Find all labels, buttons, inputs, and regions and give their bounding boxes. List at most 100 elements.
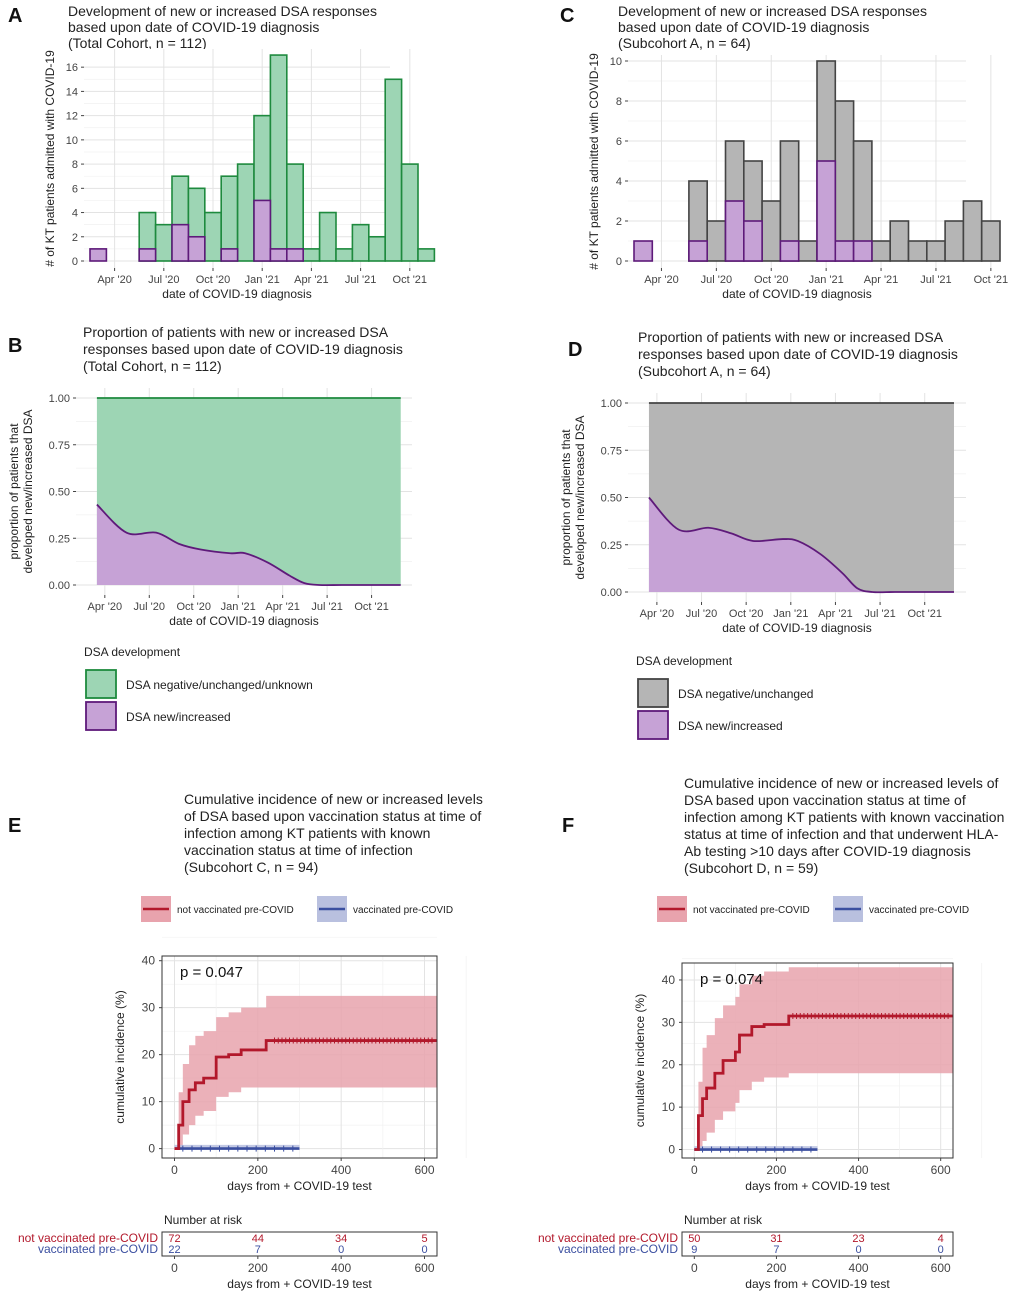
panel-A-header: A Development of new or increased DSA res… [8,3,377,51]
legend-swatch [637,710,669,740]
bar-new-increased [171,223,190,262]
risk-title: Number at risk [684,1213,763,1227]
tick-label-y: 6 [72,183,78,195]
risk-row-label: not vaccinated pre-COVID [18,1231,158,1245]
tick-label-x: Oct '21 [907,608,942,620]
bar-new-increased [138,248,157,262]
area-chart-B: 0.00 0.25 0.50 0.75 1.00 Apr '20 Jul '20 Oct '2… [7,388,412,628]
tick-label-x: 400 [849,1261,869,1275]
tick-label-x: Jan '21 [221,601,256,613]
legend-swatch [85,669,117,699]
risk-title: Number at risk [164,1213,243,1227]
bar-new-increased [852,240,873,262]
y-axis-label: proportion of patients that [7,423,21,560]
tick-label-x: 200 [766,1261,786,1275]
tick-label-y: 0 [72,256,78,268]
km-line-not-vaccinated [174,1039,437,1150]
tick-label-y: 10 [662,1100,676,1114]
tick-label-x: Jan '21 [773,608,808,620]
risk-row-label: not vaccinated pre-COVID [538,1231,678,1245]
tick-label-x: 600 [931,1163,951,1177]
panel-title-line: Proportion of patients with new or incre… [83,324,389,340]
tick-label-x: 600 [414,1261,434,1275]
legend-dsa-B: DSA development DSA negative/unchanged/un… [84,645,313,731]
tick-label-y: 0.50 [49,487,70,499]
tick-label-x: Oct '21 [354,601,389,613]
tick-label-x: Jul '21 [311,601,342,613]
y-axis-label: # of KT patients admitted with COVID-19 [43,50,57,267]
tick-label-y: 0 [616,256,622,268]
area-new-increased [648,497,954,593]
line-new-increased [96,503,401,587]
tick-label-x: Apr '20 [640,608,675,620]
tick-label-y: 30 [142,1001,156,1015]
panel-title-line: infection among KT patients with known v… [684,809,1004,825]
legend-vacc-E: not vaccinated pre-COVID vaccinated pre-C… [141,896,453,922]
bar-negative [706,220,727,262]
risk-count: 23 [852,1233,864,1245]
y-axis-label: cumulative incidence (%) [633,994,647,1127]
legend-title: DSA development [636,654,733,668]
tick-label-x: Jul '20 [134,601,165,613]
panel-title-line: (Total Cohort, n = 112) [83,358,222,374]
tick-label-y: 30 [662,1015,676,1029]
panel-title-line: Cumulative incidence of new or increased… [184,791,483,807]
panel-letter: C [560,5,574,27]
x-axis-label: days from + COVID-19 test [745,1277,890,1291]
panel-title-line: based upon date of COVID-19 diagnosis [618,19,869,35]
panel-F-header: F Cumulative incidence of new or increase… [562,775,1004,876]
risk-row-label: vaccinated pre-COVID [558,1242,678,1256]
risk-count: 0 [421,1244,427,1256]
tick-label-y: 10 [66,135,78,147]
area-new-increased [96,504,401,586]
tick-label-x: 600 [931,1261,951,1275]
panel-title-line: infection among KT patients with known [184,825,430,841]
legend-swatch [637,678,669,708]
tick-label-x: Jul '21 [920,274,951,286]
bar-negative [980,220,1001,262]
tick-label-y: 40 [142,954,156,968]
tick-label-y: 0.00 [49,580,70,592]
bar-negative [889,220,910,262]
bar-negative [417,248,436,262]
legend-label: not vaccinated pre-COVID [693,905,810,916]
tick-label-y: 6 [616,136,622,148]
tick-label-x: 400 [331,1261,351,1275]
tick-label-x: 0 [171,1163,178,1177]
area-chart-D: 0.00 0.25 0.50 0.75 1.00 Apr '20 Jul '20 Oct '2… [559,393,966,635]
bar-new-increased [285,248,304,262]
bar-chart-C: 0 2 4 6 8 10 Apr '20 Jul '20 Oct '20 Jan '21 Apr '… [587,53,1008,301]
risk-count: 7 [773,1244,779,1256]
tick-label-y: 10 [142,1095,156,1109]
tick-label-x: 400 [331,1163,351,1177]
bar-new-increased [253,199,272,262]
tick-label-y: 2 [72,232,78,244]
tick-label-y: 16 [66,62,78,74]
tick-label-x: Apr '21 [864,274,899,286]
tick-label-x: Oct '20 [176,601,211,613]
tick-label-x: Apr '20 [97,274,132,286]
legend-label: DSA new/increased [126,710,231,724]
panel-letter: E [8,815,21,837]
bar-negative [400,163,419,262]
tick-label-x: Apr '20 [644,274,679,286]
tick-label-y: 0.50 [601,493,622,505]
tick-label-x: Oct '20 [754,274,789,286]
tick-label-y: 8 [72,159,78,171]
panel-title-line: Proportion of patients with new or incre… [638,329,944,345]
tick-label-y: 0.75 [49,440,70,452]
panel-title-line: Development of new or increased DSA resp… [618,3,927,19]
legend-label: DSA new/increased [678,719,783,733]
bar-negative [351,223,370,262]
tick-label-x: Jul '20 [686,608,717,620]
tick-label-x: Oct '21 [393,274,428,286]
risk-count: 9 [691,1244,697,1256]
risk-count: 0 [338,1244,344,1256]
bar-new-increased [816,160,837,262]
bar-new-increased [187,235,206,262]
tick-label-y: 2 [616,216,622,228]
tick-label-y: 0.25 [601,540,622,552]
km-line-not-vaccinated [694,1014,953,1151]
bar-new-increased [269,248,288,262]
